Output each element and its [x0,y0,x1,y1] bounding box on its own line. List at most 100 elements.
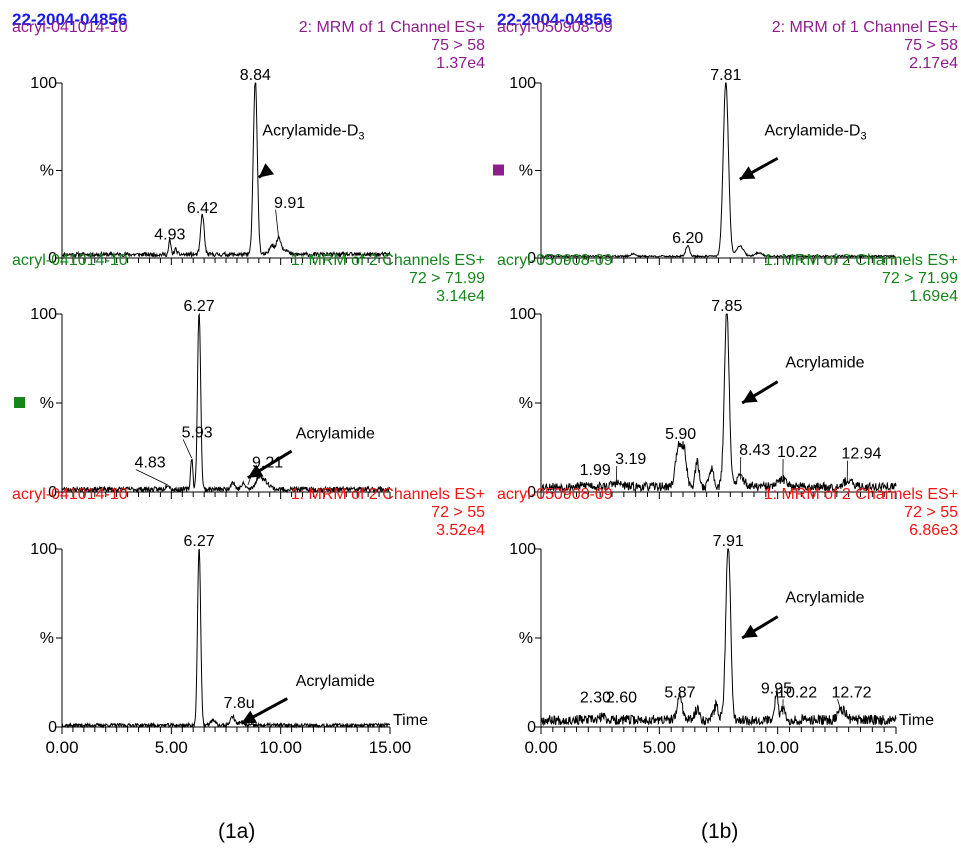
caption-1b: (1b) [701,820,739,843]
annotation-label: Acrylamide [296,673,375,690]
peak-label: 3.19 [615,451,646,468]
peak-label: 6.27 [184,533,215,550]
y-axis-percent-label: % [519,395,533,412]
x-tick-label: 15.00 [875,738,918,757]
peak-leader-line [275,209,280,239]
panel-function-label: 1: MRM of 2 Channels ES+ [291,252,485,269]
peak-label: 6.42 [187,200,218,217]
panel-transition-label: 72 > 71.99 [409,270,485,287]
caption-1a: (1a) [218,820,256,843]
y-tick-label-100: 100 [509,541,536,558]
annotation-label: Acrylamide [785,354,864,371]
annotation-arrow-head [241,710,257,724]
y-tick-label-100: 100 [30,75,57,92]
peak-label: 7.8u [224,695,255,712]
y-tick-label-100: 100 [509,75,536,92]
chromatogram-trace [540,82,897,259]
x-axis-time-label: Time [393,712,428,729]
peak-label: 12.72 [831,684,871,701]
chromatogram-trace [61,82,391,259]
x-tick-label: 5.00 [155,738,188,757]
panel-sample-name: acryl-041014-10 [12,19,128,36]
x-tick-label: 10.00 [259,738,302,757]
annotation-label: Acrylamide-D3 [262,123,364,143]
panel-sample-name: acryl-050908-09 [497,252,613,269]
panel-sample-name: acryl-050908-09 [497,486,613,503]
channel-marker-square [493,164,504,176]
panel-intensity-label: 6.86e3 [909,522,958,539]
peak-label: 8.43 [739,442,770,459]
panel-intensity-label: 1.69e4 [909,288,958,305]
peak-label: 8.84 [240,67,271,84]
peak-leader-line [837,699,843,715]
panel-transition-label: 75 > 58 [431,37,485,54]
annotation-arrow-head [742,624,758,638]
x-axis-time-label: Time [899,712,934,729]
panel-sample-name: acryl-041014-10 [12,486,128,503]
chromatogram-trace [540,548,897,727]
x-tick-label: 15.00 [369,738,412,757]
x-tick-label: 5.00 [643,738,676,757]
panel-function-label: 1: MRM of 2 Channels ES+ [764,252,958,269]
panel-function-label: 1: MRM of 2 Channels ES+ [764,486,958,503]
peak-label: 9.91 [274,195,305,212]
peak-label: 2.60 [606,690,637,707]
y-tick-label-100: 100 [509,306,536,323]
panel-intensity-label: 3.14e4 [436,288,485,305]
panel-function-label: 1: MRM of 2 Channels ES+ [291,486,485,503]
y-axis-percent-label: % [40,395,54,412]
peak-label: 6.27 [184,298,215,315]
chromatogram-trace [540,313,897,493]
annotation-arrow-head [247,464,264,478]
panel-intensity-label: 2.17e4 [909,55,958,72]
x-tick-label: 0.00 [45,738,78,757]
peak-label: 12.94 [841,446,881,463]
y-tick-label-0: 0 [527,484,536,501]
panel-transition-label: 72 > 55 [904,504,958,521]
peak-leader-line [135,469,168,486]
peak-label: 1.99 [580,462,611,479]
annotation-label: Acrylamide [785,589,864,606]
panel-transition-label: 72 > 55 [431,504,485,521]
panel-sample-name: acryl-050908-09 [497,19,613,36]
panel-function-label: 2: MRM of 1 Channel ES+ [299,19,485,36]
y-tick-label-0: 0 [48,719,57,736]
peak-label: 4.93 [154,226,185,243]
panel-intensity-label: 3.52e4 [436,522,485,539]
y-tick-label-0: 0 [527,250,536,267]
peak-label: 2.30 [580,690,611,707]
y-axis-percent-label: % [519,163,533,180]
annotation-label: Acrylamide-D3 [764,123,866,143]
y-axis-percent-label: % [519,630,533,647]
peak-label: 5.87 [664,684,695,701]
y-tick-label-0: 0 [48,484,57,501]
panel-intensity-label: 1.37e4 [436,55,485,72]
peak-label: 4.83 [135,455,166,472]
peak-label: 10.22 [777,444,817,461]
panel-transition-label: 72 > 71.99 [882,270,958,287]
column-header-1a: 22-2004-04856 [12,10,128,29]
peak-label: 9.95 [761,681,792,698]
peak-label: 5.90 [665,426,696,443]
annotation-label: Acrylamide [296,426,375,443]
y-tick-label-100: 100 [30,306,57,323]
chromatogram-trace [61,548,391,729]
column-header-1b: 22-2004-04856 [497,10,613,29]
panel-function-label: 2: MRM of 1 Channel ES+ [772,19,958,36]
annotation-arrow-head [258,163,275,178]
peak-label: 7.81 [710,67,741,84]
y-tick-label-0: 0 [527,719,536,736]
annotation-arrow-head [739,166,756,180]
panel-sample-name: acryl-041014-10 [12,252,128,269]
x-tick-label: 0.00 [524,738,557,757]
x-tick-label: 10.00 [756,738,799,757]
annotation-arrow-head [742,389,758,403]
y-tick-label-100: 100 [30,541,57,558]
channel-marker-square [14,397,25,408]
peak-label: 10.22 [777,684,817,701]
chromatogram-panels: acryl-041014-10 2: MRM of 1 Channel ES+75… [12,19,958,757]
y-tick-label-0: 0 [48,250,57,267]
peak-leader-line [182,439,193,459]
peak-label: 5.93 [182,424,213,441]
